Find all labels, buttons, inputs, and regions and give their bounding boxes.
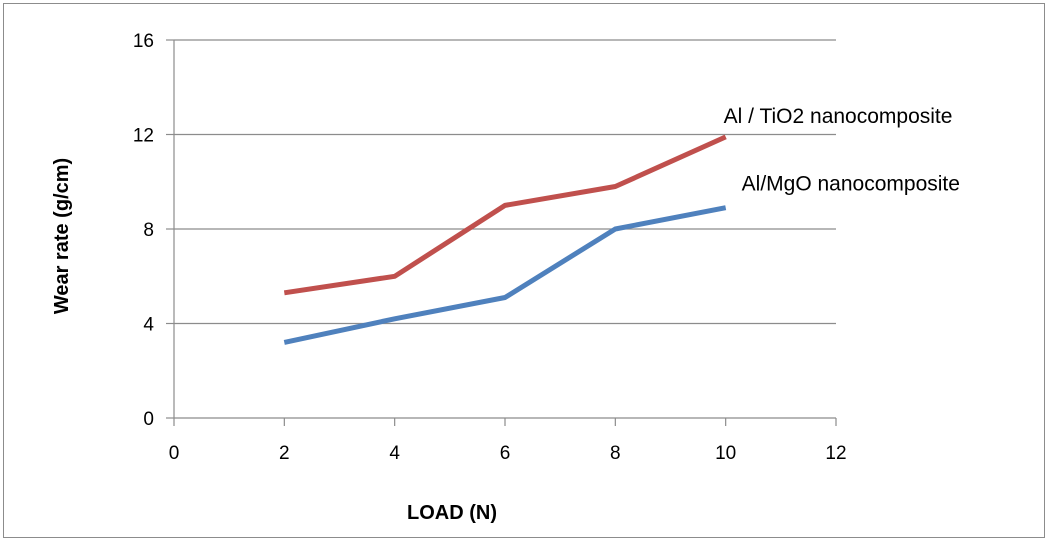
series-lines: [283, 134, 727, 345]
chart-frame: [3, 3, 1045, 538]
x-tick-label: 0: [169, 443, 180, 464]
y-tick-label: 8: [143, 220, 154, 241]
x-tick-label: 4: [389, 443, 400, 464]
x-tick-label: 12: [825, 443, 846, 464]
x-tick-label: 6: [500, 443, 511, 464]
axes: [166, 39, 837, 426]
series-label: Al/MgO nanocomposite: [742, 173, 960, 196]
grid-lines: [174, 39, 836, 325]
series-label: Al / TiO2 nanocomposite: [724, 105, 953, 128]
y-axis-title: Wear rate (g/cm): [51, 158, 73, 314]
tick-labels: 0 4 8 12 16 0 2 4 6 8 10 12 Al / TiO2 nanocomposite A…: [133, 31, 960, 464]
x-tick-label: 2: [279, 443, 290, 464]
x-axis-title: LOAD (N): [407, 502, 497, 524]
y-tick-label: 4: [143, 315, 154, 336]
series-line-al-tio2: [283, 134, 727, 296]
y-tick-label: 16: [133, 31, 154, 52]
series-line-al-mgo: [283, 205, 727, 345]
y-tick-label: 12: [133, 126, 154, 147]
x-tick-label: 10: [715, 443, 736, 464]
x-tick-label: 8: [610, 443, 621, 464]
y-tick-label: 0: [143, 409, 154, 430]
